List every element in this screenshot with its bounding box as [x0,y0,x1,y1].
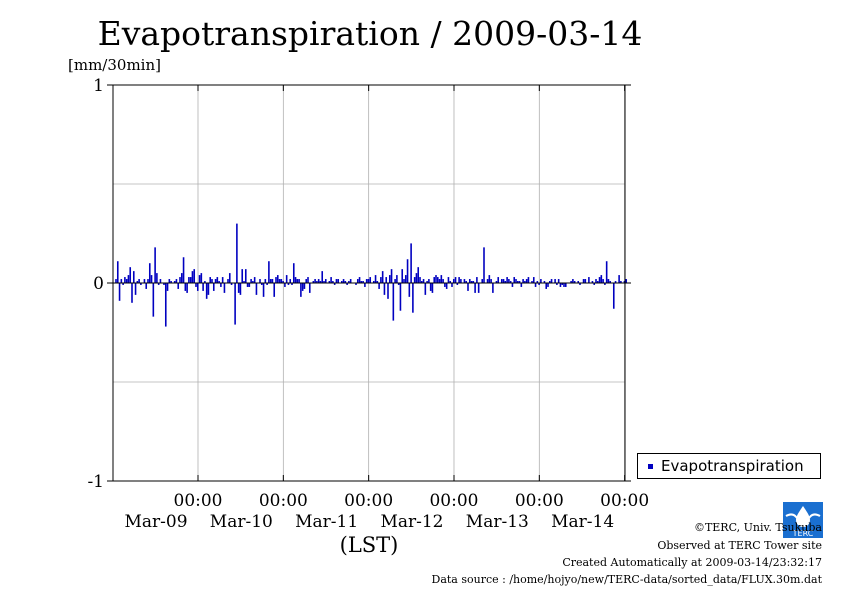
credit-observed: Observed at TERC Tower site [657,539,822,552]
y-axis-tick-labels: 1 0 -1 [87,76,104,492]
x-tick-time: 00:00 [174,491,223,511]
x-axis-label: (LST) [340,533,399,557]
legend-label: Evapotranspiration [661,457,804,475]
y-tick-label: 1 [93,76,104,96]
x-tick-date: Mar-11 [295,512,358,532]
credit-created: Created Automatically at 2009-03-14/23:3… [562,556,822,569]
x-tick-time: 00:00 [344,491,393,511]
x-axis-tick-labels: 00:00Mar-0900:00Mar-1000:00Mar-1100:00Ma… [124,491,649,532]
x-tick-time: 00:00 [600,491,649,511]
y-axis-unit-label: [mm/30min] [68,56,161,74]
x-tick-date: Mar-12 [380,512,443,532]
axis-ticks [107,84,631,482]
x-tick-date: Mar-13 [466,512,529,532]
y-tick-label: 0 [93,274,104,294]
credit-copyright: ©TERC, Univ. Tsukuba [693,521,822,534]
terc-logo: TERC [783,502,823,538]
data-bars [115,223,628,327]
x-tick-date: Mar-10 [210,512,273,532]
x-tick-time: 00:00 [429,491,478,511]
credit-source: Data source : /home/hojyo/new/TERC-data/… [431,573,823,586]
x-tick-time: 00:00 [515,491,564,511]
legend: Evapotranspiration [637,453,821,479]
y-tick-label: -1 [87,472,104,492]
x-tick-time: 00:00 [259,491,308,511]
x-tick-date: Mar-14 [551,512,614,532]
legend-swatch [648,464,653,469]
x-tick-date: Mar-09 [124,512,187,532]
chart-title: Evapotranspiration / 2009-03-14 [97,14,643,53]
logo-text: TERC [792,529,814,538]
